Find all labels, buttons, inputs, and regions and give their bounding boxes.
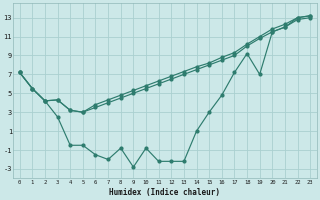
X-axis label: Humidex (Indice chaleur): Humidex (Indice chaleur): [109, 188, 220, 197]
